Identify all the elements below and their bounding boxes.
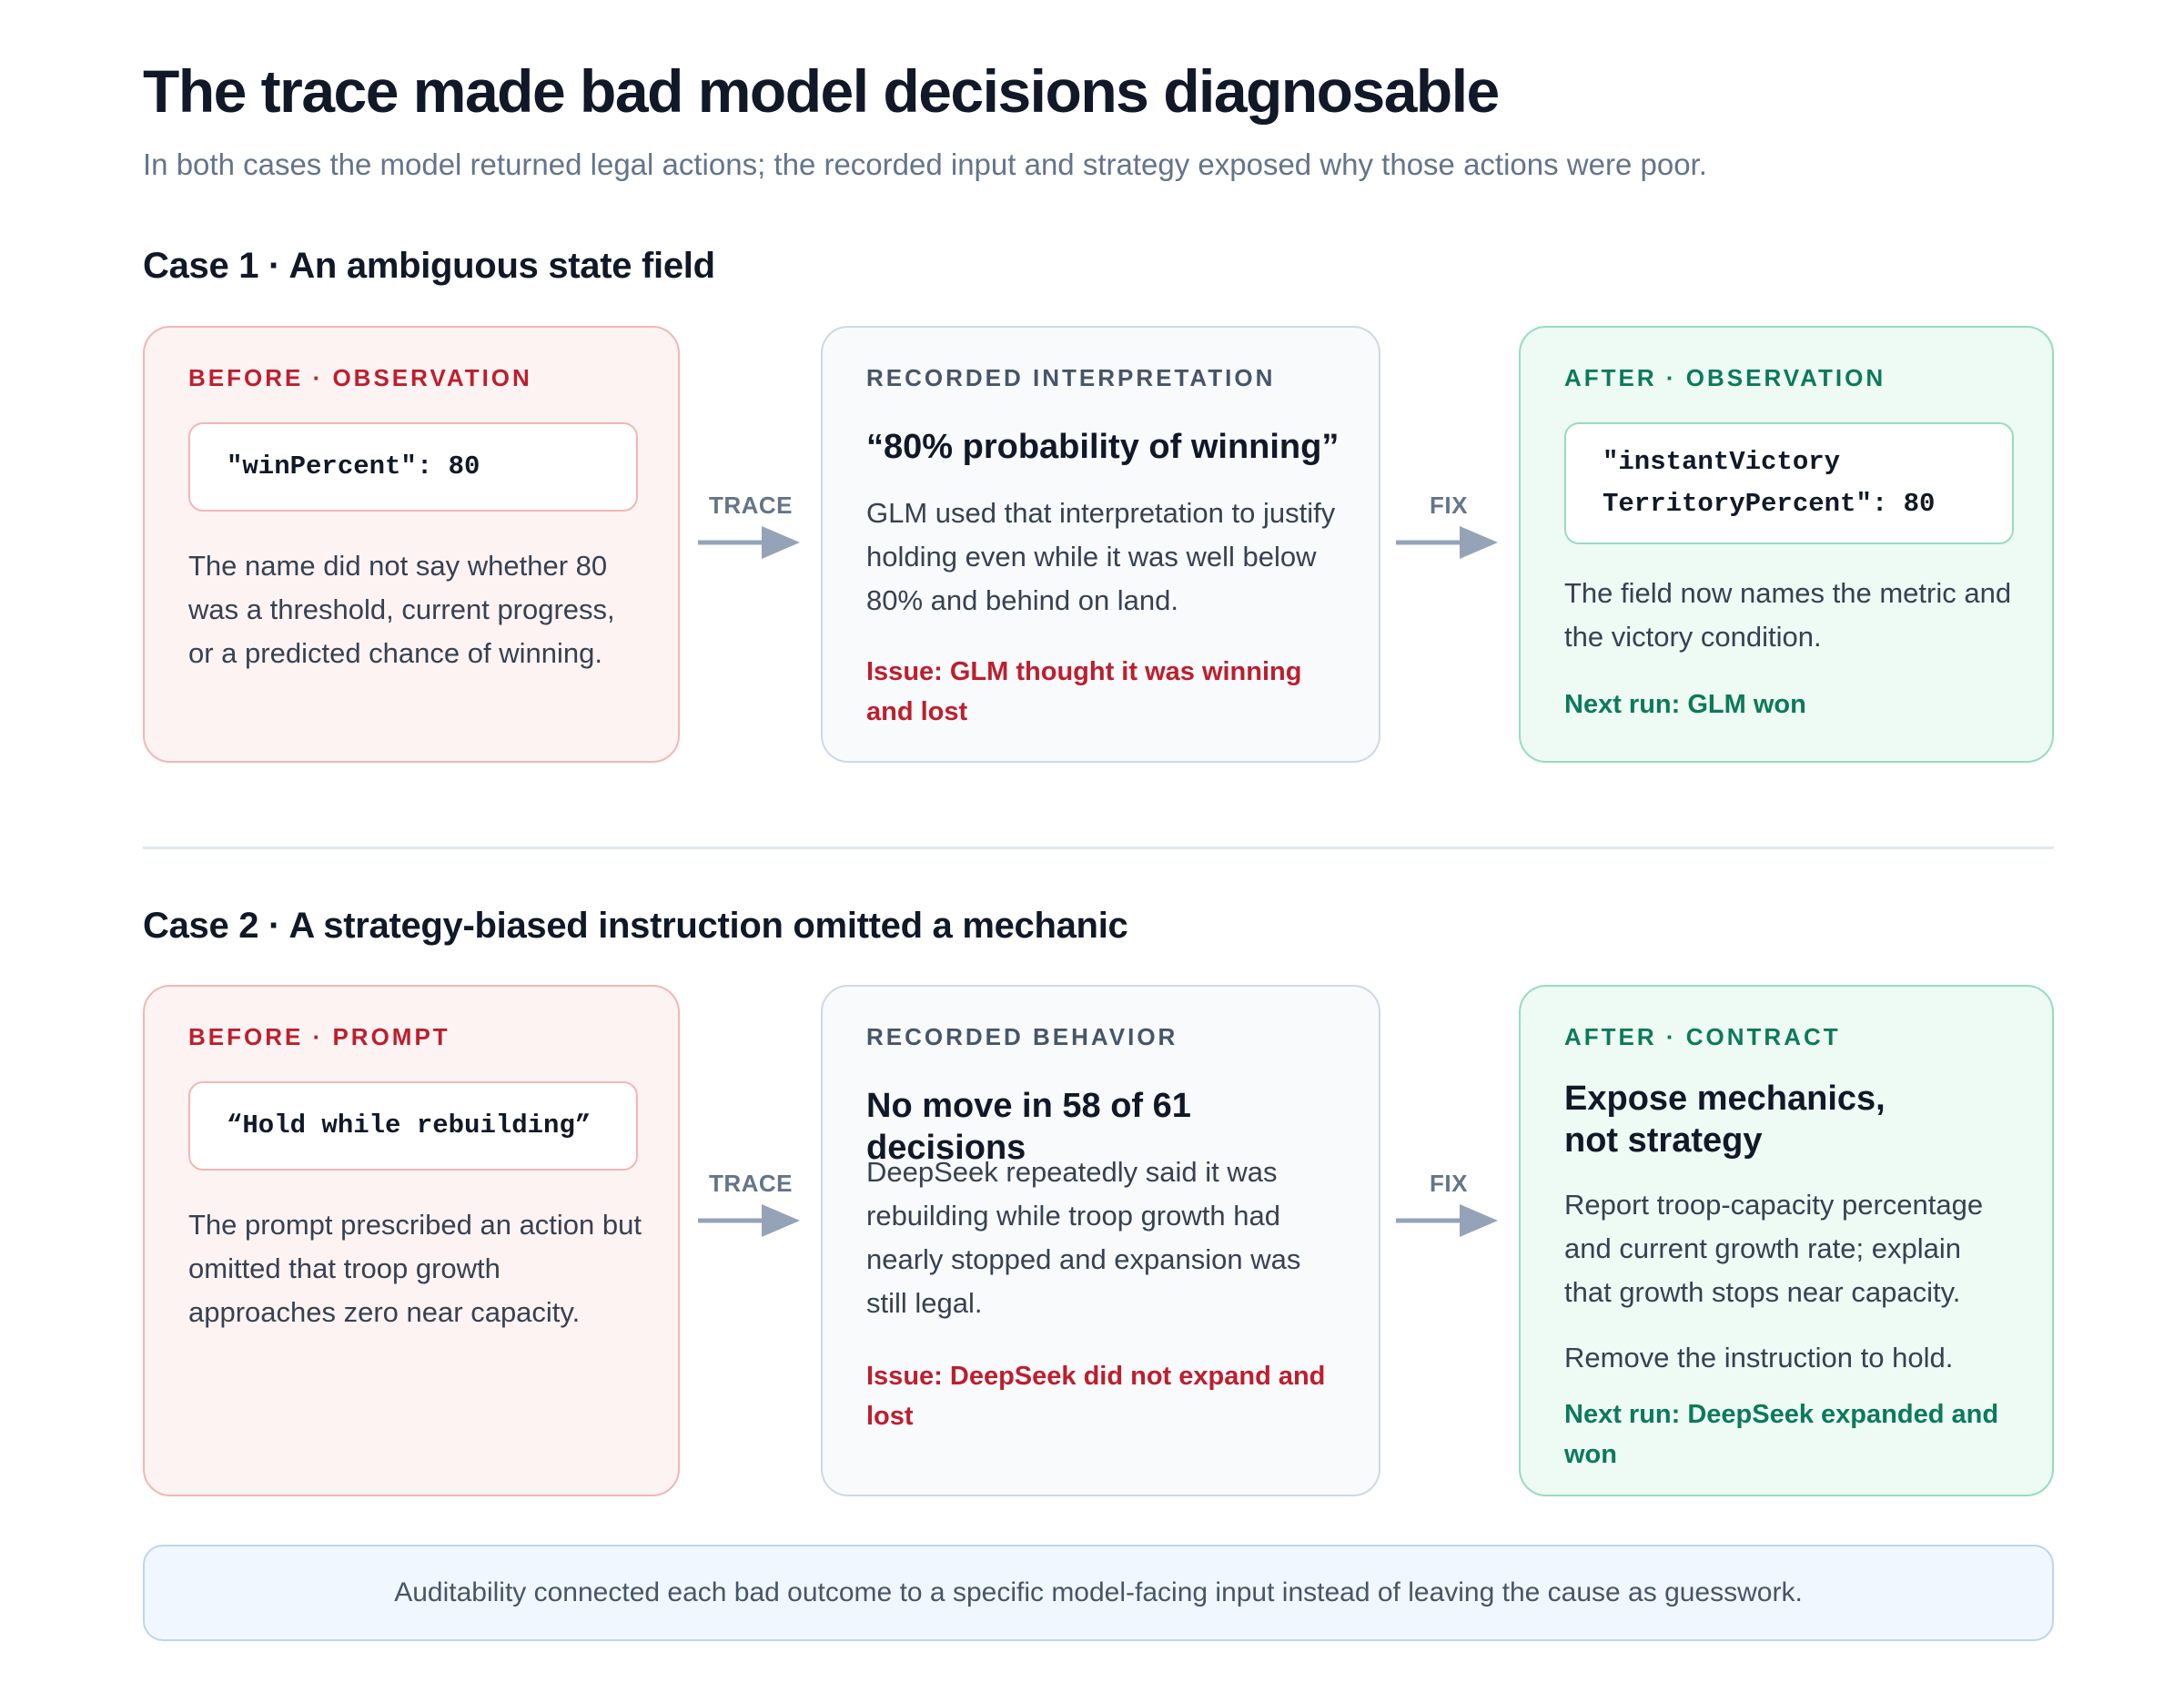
case-2-after-text: Report troop-capacity percentage and cur… xyxy=(1564,1189,1984,1308)
case-2-before-text: The prompt prescribed an action but omit… xyxy=(188,1209,642,1328)
case-1-middle-headline: “80% probability of winning” xyxy=(866,428,1340,466)
case-2-after-card: AFTER · CONTRACT Expose mechanics, not s… xyxy=(1519,985,2054,1496)
case-1-after-code: "instantVictory TerritoryPercent": 80 xyxy=(1564,422,2014,544)
case-2-heading: Case 2 · A strategy-biased instruction o… xyxy=(143,906,1128,946)
case-1-after-text: The field now names the metric and the v… xyxy=(1564,577,2012,653)
case-2-issue: Issue: DeepSeek did not expand and lost xyxy=(866,1362,1326,1431)
arrow-right-icon xyxy=(1396,1204,1498,1237)
page: The trace made bad model decisions diagn… xyxy=(143,0,2054,1693)
case-1-fix-connector: FIX xyxy=(1394,492,1503,564)
case-1-middle-text: GLM used that interpretation to justify … xyxy=(866,497,1336,616)
case-2-after-headline-line-1: Expose mechanics, xyxy=(1564,1080,1886,1118)
case-2-middle-card: RECORDED BEHAVIOR No move in 58 of 61 de… xyxy=(821,985,1380,1496)
case-2-middle-text: DeepSeek repeatedly said it was rebuildi… xyxy=(866,1156,1301,1319)
case-1-heading: Case 1 · An ambiguous state field xyxy=(143,246,715,286)
case-2-middle-headline: No move in 58 of 61 decisions xyxy=(866,1087,1191,1167)
arrow-right-icon xyxy=(1396,526,1498,559)
case-2-before-kicker: BEFORE · PROMPT xyxy=(188,1023,450,1050)
case-1-next-run: Next run: GLM won xyxy=(1564,690,1806,719)
section-divider xyxy=(143,846,2054,849)
case-2-trace-connector: TRACE xyxy=(696,1170,805,1242)
footer-note: Auditability connected each bad outcome … xyxy=(143,1545,2054,1641)
case-1-before-kicker: BEFORE · OBSERVATION xyxy=(188,364,532,391)
case-1-trace-label: TRACE xyxy=(708,492,794,519)
case-2-before-card: BEFORE · PROMPT “Hold while rebuilding” … xyxy=(143,985,680,1496)
case-2-fix-connector: FIX xyxy=(1394,1170,1503,1242)
case-1-trace-connector: TRACE xyxy=(696,492,805,564)
case-2-after-text-2: Remove the instruction to hold. xyxy=(1564,1342,1954,1374)
arrow-right-icon xyxy=(698,526,800,559)
case-1-issue: Issue: GLM thought it was winning and lo… xyxy=(866,657,1302,726)
case-2-middle-kicker: RECORDED BEHAVIOR xyxy=(866,1023,1178,1050)
case-2-next-run: Next run: DeepSeek expanded and won xyxy=(1564,1400,1999,1469)
case-1-after-card: AFTER · OBSERVATION "instantVictory Terr… xyxy=(1519,326,2054,763)
case-1-after-code-line-2: TerritoryPercent": 80 xyxy=(1603,489,1936,519)
case-2-fix-label: FIX xyxy=(1430,1170,1468,1197)
case-2-after-headline-line-2: not strategy xyxy=(1564,1121,1763,1160)
case-1-before-card: BEFORE · OBSERVATION "winPercent": 80 Th… xyxy=(143,326,680,763)
case-1-after-code-line-1: "instantVictory xyxy=(1603,447,1841,477)
case-1-before-code: "winPercent": 80 xyxy=(188,422,638,512)
case-2-after-kicker: AFTER · CONTRACT xyxy=(1564,1023,1841,1050)
arrow-right-icon xyxy=(698,1204,800,1237)
case-1-after-kicker: AFTER · OBSERVATION xyxy=(1564,364,1886,391)
case-1-before-text: The name did not say whether 80 was a th… xyxy=(188,550,615,669)
case-2-trace-label: TRACE xyxy=(708,1170,794,1197)
page-subtitle: In both cases the model returned legal a… xyxy=(143,147,1707,181)
case-2-before-code-line: “Hold while rebuilding” xyxy=(227,1110,592,1140)
case-1-before-code-line: "winPercent": 80 xyxy=(227,451,480,482)
page-title: The trace made bad model decisions diagn… xyxy=(143,57,1500,125)
case-2-after-headline: Expose mechanics, not strategy xyxy=(1564,1078,2025,1161)
case-1-fix-label: FIX xyxy=(1430,492,1468,519)
case-2-before-code: “Hold while rebuilding” xyxy=(188,1081,638,1171)
case-1-middle-card: RECORDED INTERPRETATION “80% probability… xyxy=(821,326,1380,763)
case-1-middle-kicker: RECORDED INTERPRETATION xyxy=(866,364,1276,391)
